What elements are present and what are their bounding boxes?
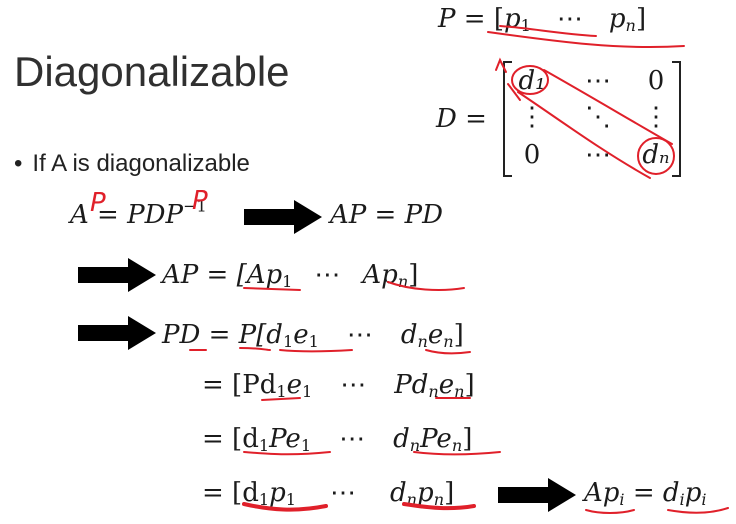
handwritten-p-annotation: P bbox=[192, 186, 208, 216]
bullet-dot-icon: • bbox=[14, 150, 23, 177]
matrix-cell-d1: d₁ bbox=[518, 66, 546, 96]
equation-d-lhs: D = bbox=[436, 104, 487, 134]
right-arrow-icon bbox=[78, 258, 156, 292]
matrix-cell-dots-top: ⋯ bbox=[585, 66, 611, 96]
equation-line-1: A = PDP−1 bbox=[70, 196, 207, 230]
equation-line-6: = [d1p1 ⋯ dnpn] bbox=[202, 478, 455, 510]
right-arrow-icon bbox=[244, 200, 322, 234]
handwritten-p-annotation: P bbox=[90, 188, 106, 218]
bullet-label: If A is diagonalizable bbox=[32, 150, 250, 177]
bullet-text: • If A is diagonalizable bbox=[14, 150, 250, 178]
equation-line-6-result: Api = dipi bbox=[584, 478, 707, 510]
matrix-cell-vdots-right: ⋮ bbox=[643, 102, 669, 132]
equation-line-3: PD = P[d1e1 ⋯ dnen] bbox=[162, 320, 464, 352]
matrix-cell-dn: dₙ bbox=[642, 140, 670, 170]
equation-line-1-result: AP = PD bbox=[330, 200, 443, 230]
right-arrow-icon bbox=[78, 316, 156, 350]
matrix-cell-zero-top: 0 bbox=[647, 66, 665, 96]
slide-title: Diagonalizable bbox=[14, 48, 290, 95]
equation-line-4: = [Pd1e1 ⋯ Pdnen] bbox=[202, 370, 475, 402]
right-arrow-icon bbox=[498, 478, 576, 512]
equation-p-definition: P = [p1 ⋯ pn] bbox=[438, 4, 647, 36]
equation-line-5: = [d1Pe1 ⋯ dnPen] bbox=[202, 424, 473, 456]
matrix-cell-zero-bottom: 0 bbox=[523, 140, 541, 170]
matrix-cell-ddots: ⋱ bbox=[585, 102, 611, 132]
